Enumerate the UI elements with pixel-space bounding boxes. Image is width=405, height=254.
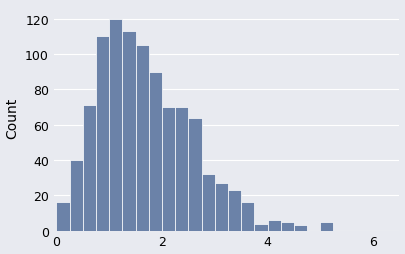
Bar <box>109 20 122 231</box>
Bar <box>241 202 254 231</box>
Bar <box>96 37 109 231</box>
Bar <box>122 32 136 231</box>
Bar <box>136 46 149 231</box>
Bar <box>162 107 175 231</box>
Bar <box>215 183 228 231</box>
Bar <box>294 225 307 231</box>
Bar <box>320 222 333 231</box>
Bar <box>254 224 268 231</box>
Bar <box>228 190 241 231</box>
Bar <box>268 220 281 231</box>
Bar <box>202 174 215 231</box>
Bar <box>281 222 294 231</box>
Bar <box>56 202 70 231</box>
Y-axis label: Count: Count <box>6 98 19 139</box>
Bar <box>149 72 162 231</box>
Bar <box>70 160 83 231</box>
Bar <box>175 107 188 231</box>
Bar <box>83 106 96 231</box>
Bar <box>188 118 202 231</box>
